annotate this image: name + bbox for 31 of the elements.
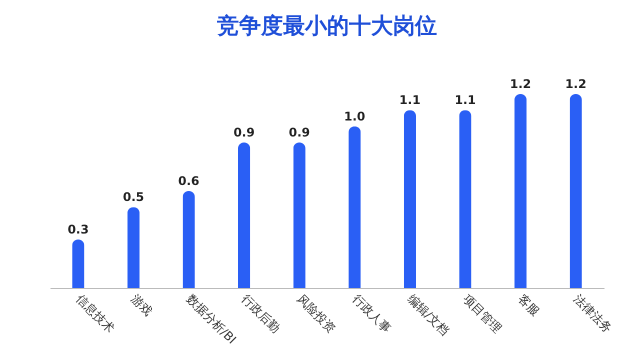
x-tick-label: 行政人事 (350, 292, 394, 336)
bar (514, 94, 527, 288)
data-label: 1.0 (344, 109, 366, 124)
bar (293, 142, 306, 288)
bar (348, 126, 361, 288)
data-label: 1.2 (565, 77, 586, 91)
x-tick-label: 行政后勤 (239, 292, 283, 336)
x-tick-label: 风险投资 (294, 292, 338, 336)
chart-title: 竞争度最小的十大岗位 (216, 13, 437, 39)
bar (182, 191, 195, 288)
data-label: 0.9 (288, 126, 310, 140)
x-tick-label: 信息技术 (73, 292, 118, 336)
bar (404, 110, 416, 288)
data-label: 1.1 (454, 93, 476, 108)
x-tick-label: 项目管理 (460, 292, 504, 336)
x-tick-label: 编辑/文档 (404, 292, 452, 338)
x-tick-label: 数据分析/BI (184, 292, 239, 347)
bar (238, 142, 250, 288)
bar (72, 240, 84, 288)
bar (459, 110, 472, 288)
x-tick-label: 客服 (516, 292, 542, 318)
data-label: 0.3 (68, 222, 89, 236)
bar (570, 94, 582, 288)
data-label: 1.1 (399, 93, 421, 108)
data-label: 1.2 (510, 77, 532, 91)
data-label: 0.9 (233, 126, 255, 140)
bar (127, 207, 140, 288)
data-label: 0.6 (178, 174, 200, 188)
x-tick-label: 法律法务 (570, 292, 615, 336)
x-tick-label: 游戏 (128, 292, 156, 318)
data-label: 0.5 (122, 190, 144, 204)
